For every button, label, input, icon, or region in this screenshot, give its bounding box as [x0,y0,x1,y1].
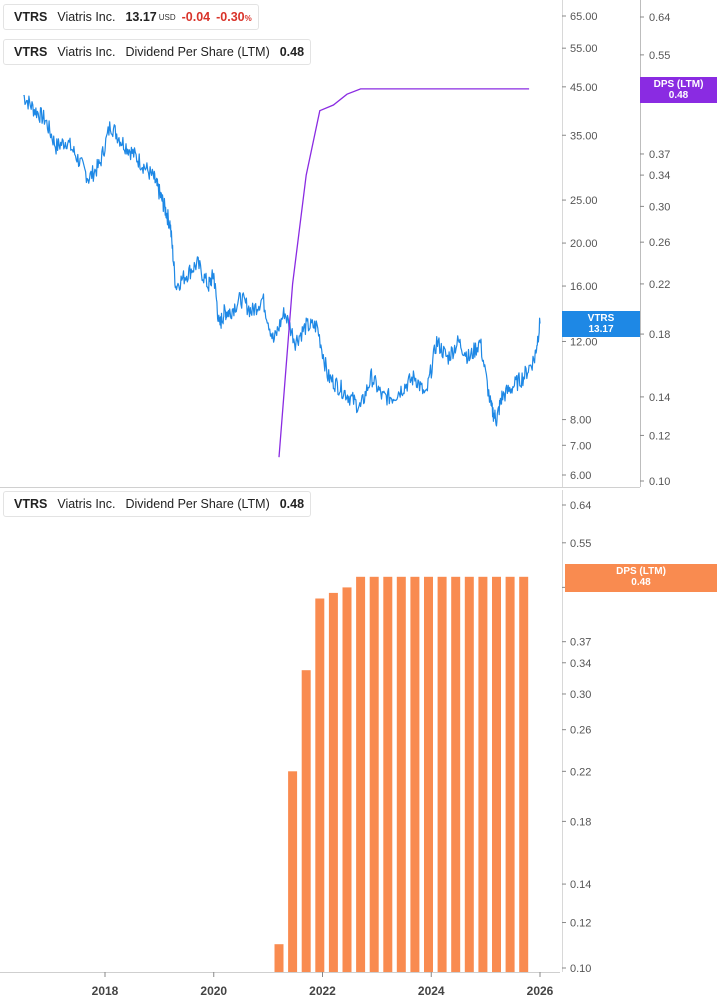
dps-bottom-legend-value: 0.48 [279,497,305,511]
dps-bottom-tick-label-8: 0.18 [570,816,591,828]
dps-top-legend-name: Viatris Inc. [57,45,116,59]
dps-bottom-tick-label-9: 0.14 [570,879,591,891]
dps-bar-0 [274,944,284,972]
dps-bottom-tick-label-10: 0.12 [570,918,591,930]
dps-bottom-legend-name: Viatris Inc. [57,497,116,511]
price-legend-change-pct: -0.30% [216,10,252,24]
dps-bottom-tick-label-7: 0.22 [570,766,591,778]
dps-top-tick-label-1: 0.55 [649,50,670,62]
dps-bottom-tag-label: DPS (LTM) [616,566,666,577]
dps-top-tick-label-10: 0.10 [649,476,670,488]
dps-top-tick-label-0: 0.64 [649,12,670,24]
price-tag-label: VTRS [587,313,615,324]
price-tick-label-0: 65.00 [570,11,598,23]
dps-bar-2 [301,670,311,972]
dps-bar-7 [369,576,379,972]
dps-bottom-legend-metric: Dividend Per Share (LTM) [125,497,270,511]
price-legend-change: -0.04 [181,10,211,24]
price-tag: VTRS 13.17 [562,311,640,337]
dps-top-tick-label-9: 0.12 [649,430,670,442]
dps-bar-6 [356,576,366,972]
dps-bar-18 [519,576,529,972]
dps-bar-13 [451,576,461,972]
dps-bar-3 [315,598,325,972]
dps-bar-series [274,576,529,972]
price-tag-value: 13.17 [588,324,614,335]
dps-bottom-tick-label-5: 0.30 [570,689,591,701]
dps-top-tick-label-8: 0.14 [649,392,670,404]
dps-bar-1 [288,771,298,972]
x-tick-label-0: 2018 [92,984,119,998]
price-legend-ticker: VTRS [14,10,48,24]
price-tick-label-4: 25.00 [570,195,598,207]
price-legend-pct-sign: % [244,14,252,23]
price-legend-change-pct-value: -0.30 [216,10,245,24]
dps-bottom-tick-label-11: 0.10 [570,963,591,975]
price-legend[interactable]: VTRS Viatris Inc. 13.17 USD -0.04 -0.30% [3,4,259,30]
dps-bar-9 [396,576,406,972]
x-tick-label-3: 2024 [418,984,445,998]
price-legend-price: 13.17 [125,10,157,24]
price-tick-label-3: 35.00 [570,130,598,142]
dps-bar-4 [328,592,338,972]
price-line-series [23,94,541,427]
dps-top-legend[interactable]: VTRS Viatris Inc. Dividend Per Share (LT… [3,39,311,65]
dps-bar-14 [464,576,474,972]
dps-bar-10 [410,576,420,972]
dps-bottom-tick-label-3: 0.37 [570,637,591,649]
price-line [23,94,541,427]
dps-top-tick-label-6: 0.22 [649,279,670,291]
dps-top-tick-label-3: 0.34 [649,170,670,182]
price-tick-label-10: 6.00 [570,470,591,482]
dps-bottom-legend[interactable]: VTRS Viatris Inc. Dividend Per Share (LT… [3,491,311,517]
dps-bar-8 [383,576,393,972]
dps-top-tag-value: 0.48 [668,90,689,101]
dps-line-series [278,88,530,458]
price-tick-label-6: 16.00 [570,281,598,293]
x-tick-label-4: 2026 [527,984,554,998]
dps-top-legend-value: 0.48 [279,45,305,59]
dps-top-tick-label-2: 0.37 [649,149,670,161]
price-tick-label-1: 55.00 [570,43,598,55]
price-tick-label-7: 12.00 [570,336,598,348]
dps-top-tick-label-7: 0.18 [649,329,670,341]
dps-bottom-tick-label-0: 0.64 [570,500,591,512]
price-tick-label-2: 45.00 [570,82,598,94]
dps-bottom-legend-ticker: VTRS [14,497,48,511]
price-legend-name: Viatris Inc. [57,10,116,24]
dps-top-legend-metric: Dividend Per Share (LTM) [125,45,270,59]
dps-top-tick-label-5: 0.26 [649,237,670,249]
dps-bar-15 [478,576,488,972]
dps-top-tag-label: DPS (LTM) [653,79,704,90]
dps-top-tag: DPS (LTM) 0.48 [640,77,717,103]
dps-bottom-tag: DPS (LTM) 0.48 [565,564,717,592]
dps-bar-11 [424,576,433,972]
dps-top-tick-label-4: 0.30 [649,201,670,213]
dps-bar-5 [342,587,352,972]
price-tick-label-5: 20.00 [570,238,598,250]
dps-line [278,88,530,458]
dps-top-legend-ticker: VTRS [14,45,48,59]
dps-bottom-tick-label-4: 0.34 [570,658,591,670]
axis-layer: 65.00 55.00 45.00 35.00 25.00 20.00 16.00 12.00… [92,11,671,998]
price-tick-label-9: 7.00 [570,440,591,452]
x-tick-label-2: 2022 [309,984,336,998]
dps-bottom-tick-label-1: 0.55 [570,538,591,550]
dps-bar-12 [437,576,447,972]
dps-bar-17 [505,576,515,972]
x-tick-label-1: 2020 [200,984,227,998]
dps-bottom-tick-label-6: 0.26 [570,725,591,737]
price-legend-currency: USD [158,12,176,22]
dps-bar-16 [492,576,501,972]
dps-bottom-tag-value: 0.48 [631,577,651,588]
price-tick-label-8: 8.00 [570,415,591,427]
